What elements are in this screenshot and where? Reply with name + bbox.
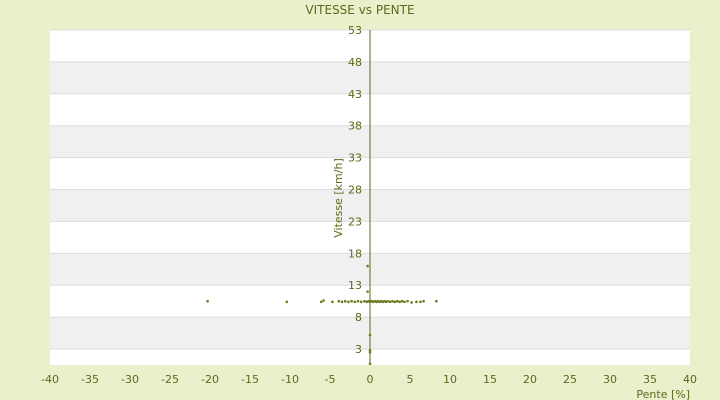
data-point xyxy=(337,299,341,303)
data-point xyxy=(422,299,425,303)
x-tick-label: -30 xyxy=(121,373,139,386)
y-tick-label: 38 xyxy=(348,120,362,133)
y-tick-label: 23 xyxy=(348,215,362,228)
data-point xyxy=(398,300,401,304)
data-point xyxy=(322,299,325,302)
x-tick-label: 5 xyxy=(407,373,414,386)
x-tick-label: -10 xyxy=(281,373,299,386)
data-point xyxy=(403,300,406,304)
data-point xyxy=(368,362,372,366)
x-tick-label: -15 xyxy=(241,373,259,386)
data-point xyxy=(386,299,389,303)
y-axis-label: Vitesse [km/h] xyxy=(332,158,345,238)
data-point xyxy=(366,290,369,293)
data-point xyxy=(356,299,360,303)
y-tick-label: 33 xyxy=(348,152,362,165)
x-tick-label: -20 xyxy=(201,373,219,386)
data-points xyxy=(206,264,438,366)
data-point xyxy=(347,300,350,304)
x-tick-label: -5 xyxy=(325,373,336,386)
x-tick-label: 40 xyxy=(683,373,697,386)
y-tick-label: 8 xyxy=(355,311,362,324)
x-tick-label: 25 xyxy=(563,373,577,386)
x-tick-label: 15 xyxy=(483,373,497,386)
data-point xyxy=(368,350,372,354)
x-tick-label: 10 xyxy=(443,373,457,386)
data-point xyxy=(415,300,418,304)
data-point xyxy=(343,299,347,303)
data-point xyxy=(435,299,438,303)
data-point xyxy=(285,300,289,304)
data-point xyxy=(400,299,404,303)
y-tick-label: 13 xyxy=(348,279,362,292)
data-point xyxy=(359,300,363,304)
data-point xyxy=(368,333,372,337)
x-tick-label: -40 xyxy=(41,373,59,386)
y-tick-label: 3 xyxy=(355,343,362,356)
data-point xyxy=(391,299,394,303)
x-axis-ticks: -40 -35 -30 -25 -20 -15 -10 -5 0 5 10 15 20 25 30 35 40 xyxy=(41,373,697,386)
data-point xyxy=(363,299,366,303)
data-point xyxy=(206,299,209,303)
y-tick-label: 53 xyxy=(348,24,362,37)
data-point xyxy=(353,300,357,304)
y-tick-label: 18 xyxy=(348,247,362,260)
data-point xyxy=(388,300,392,304)
data-point xyxy=(319,300,323,304)
x-tick-label: 35 xyxy=(643,373,657,386)
x-tick-label: -35 xyxy=(81,373,99,386)
data-point xyxy=(395,299,399,303)
data-point xyxy=(340,300,344,304)
x-tick-label: -25 xyxy=(161,373,179,386)
data-point xyxy=(331,300,334,304)
data-point xyxy=(366,264,369,268)
x-tick-label: 0 xyxy=(367,373,374,386)
data-point xyxy=(419,300,422,304)
x-tick-label: 20 xyxy=(523,373,537,386)
x-axis-label: Pente [%] xyxy=(636,388,690,400)
data-point xyxy=(406,299,409,303)
y-tick-label: 28 xyxy=(348,184,362,197)
chart-title: VITESSE vs PENTE xyxy=(305,3,414,17)
data-point xyxy=(410,301,413,304)
x-tick-label: 30 xyxy=(603,373,617,386)
y-tick-label: 43 xyxy=(348,88,362,101)
data-point xyxy=(393,300,397,304)
data-point xyxy=(368,349,372,352)
y-tick-label: 48 xyxy=(348,56,362,69)
data-point xyxy=(350,299,353,303)
